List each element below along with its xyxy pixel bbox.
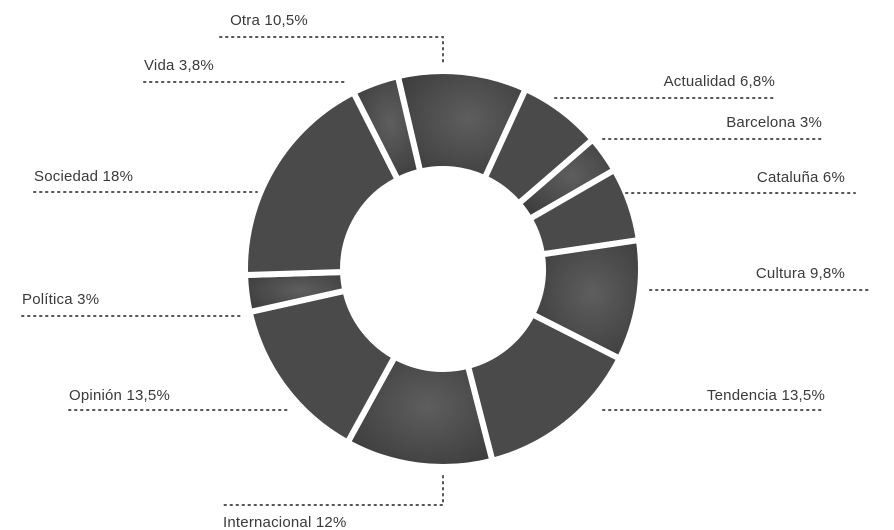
leader-line-0 bbox=[219, 36, 444, 63]
slice-label-0: Otra 10,5% bbox=[230, 12, 308, 29]
slice-label-6: Internacional 12% bbox=[223, 514, 346, 530]
donut-hole bbox=[345, 171, 541, 367]
slice-label-7: Opinión 13,5% bbox=[69, 387, 170, 404]
slice-label-10: Vida 3,8% bbox=[144, 57, 214, 74]
slice-label-1: Actualidad 6,8% bbox=[664, 73, 775, 90]
leader-lines bbox=[21, 36, 871, 506]
slice-labels: Otra 10,5% Actualidad 6,8% Barcelona 3% Cat… bbox=[22, 12, 845, 530]
donut-slices bbox=[242, 68, 644, 470]
slice-label-4: Cultura 9,8% bbox=[756, 265, 845, 282]
slice-label-5: Tendencia 13,5% bbox=[707, 387, 825, 404]
slice-label-2: Barcelona 3% bbox=[726, 114, 822, 131]
slice-label-8: Política 3% bbox=[22, 291, 99, 308]
slice-label-3: Cataluña 6% bbox=[757, 169, 845, 186]
leader-line-6 bbox=[222, 475, 444, 506]
slice-label-9: Sociedad 18% bbox=[34, 168, 133, 185]
slice-9 bbox=[242, 88, 402, 279]
slice-10 bbox=[349, 72, 424, 184]
